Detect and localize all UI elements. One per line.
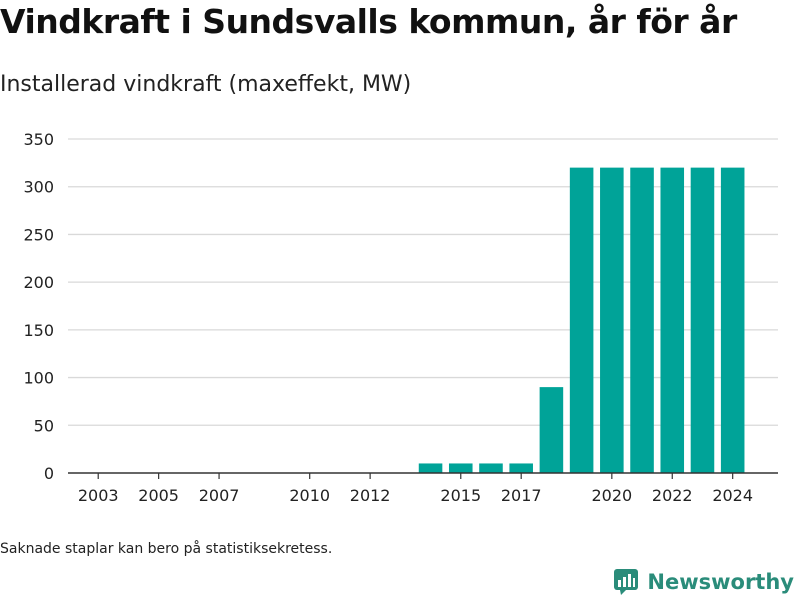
- x-tick-label: 2024: [712, 486, 753, 505]
- y-tick-label: 350: [23, 130, 54, 149]
- x-tick-label: 2017: [501, 486, 542, 505]
- bar: [448, 463, 473, 473]
- x-tick-label: 2010: [289, 486, 330, 505]
- y-tick-label: 300: [23, 178, 54, 197]
- axes: 0 50 100 150 200 250 300 350 2003 2005 2007 2010 201…: [23, 130, 778, 505]
- bar: [690, 167, 715, 473]
- x-tick-label: 2012: [350, 486, 391, 505]
- newsworthy-logo-icon: [614, 569, 639, 595]
- bar: [539, 387, 564, 473]
- x-tick-label: 2015: [440, 486, 481, 505]
- chart-title: Vindkraft i Sundsvalls kommun, år för år: [0, 2, 737, 41]
- grid-lines: [68, 138, 778, 426]
- bar: [418, 463, 443, 473]
- x-tick-label: 2005: [138, 486, 179, 505]
- bar: [569, 167, 594, 473]
- y-tick-label: 250: [23, 225, 54, 244]
- y-tick-label: 200: [23, 273, 54, 292]
- bar: [509, 463, 533, 473]
- bar: [630, 167, 654, 473]
- y-tick-label: 50: [34, 416, 54, 435]
- x-tick-label: 2007: [199, 486, 240, 505]
- y-tick-label: 100: [23, 369, 54, 388]
- bar: [720, 167, 745, 473]
- bar: [660, 167, 685, 473]
- x-tick-label: 2020: [591, 486, 632, 505]
- bar-series: [418, 167, 745, 473]
- brand-name: Newsworthy: [647, 570, 794, 594]
- bar: [479, 463, 503, 473]
- bar: [600, 167, 624, 473]
- chart-subtitle: Installerad vindkraft (maxeffekt, MW): [0, 72, 412, 97]
- x-tick-label: 2003: [78, 486, 119, 505]
- x-tick-label: 2022: [652, 486, 693, 505]
- footnote: Saknade staplar kan bero på statistiksek…: [0, 541, 333, 557]
- brand-logo[interactable]: Newsworthy: [613, 568, 794, 596]
- y-tick-label: 150: [23, 321, 54, 340]
- y-tick-label: 0: [44, 464, 54, 483]
